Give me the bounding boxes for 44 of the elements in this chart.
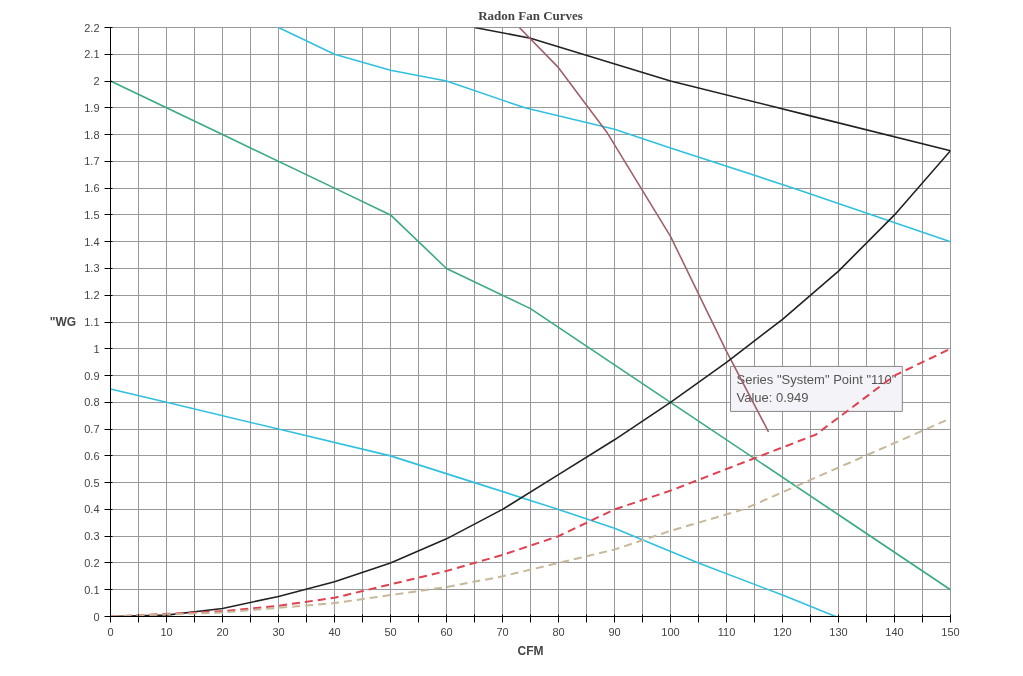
y-tick-label: 0.7	[84, 423, 100, 436]
y-tick-label: 0.5	[84, 476, 100, 489]
y-tick-label: 2.2	[84, 21, 100, 34]
x-axis-title: CFM	[517, 643, 544, 658]
y-axis-title: "WG	[49, 315, 77, 329]
x-tick-label: 150	[941, 625, 960, 638]
y-tick-label: 1.6	[84, 182, 100, 195]
y-tick-label: 0.9	[84, 369, 100, 382]
x-tick-label: 30	[272, 625, 285, 638]
y-tick-label: 1.1	[84, 316, 100, 328]
y-tick-label: 2	[93, 75, 100, 88]
y-tick-label: 1.3	[84, 262, 100, 275]
y-tick-label: 1.4	[84, 235, 100, 248]
y-tick-label: 1.8	[84, 128, 100, 141]
x-tick-label: 80	[552, 625, 565, 638]
x-tick-label: 110	[717, 625, 736, 638]
y-tick-label: 0.4	[84, 503, 100, 516]
y-tick-label: 0	[93, 610, 100, 623]
x-tick-label: 20	[216, 625, 229, 638]
y-tick-label: 1.2	[84, 289, 100, 302]
x-tick-label: 130	[829, 625, 848, 638]
line-series	[110, 388, 837, 617]
y-tick-label: 0.2	[84, 556, 100, 569]
x-tick-label: 100	[661, 625, 680, 638]
y-tick-label: 1	[93, 342, 100, 355]
x-tick-label: 0	[107, 625, 114, 638]
y-tick-label: 2.1	[84, 48, 100, 61]
x-tick-label: 140	[885, 625, 904, 638]
y-tick-label: 0.3	[84, 530, 100, 543]
x-tick-label: 60	[440, 625, 453, 638]
y-tick-label: 1.7	[84, 155, 100, 168]
y-tick-label: 1.5	[84, 208, 100, 221]
y-tick-label: 0.1	[84, 583, 100, 596]
x-tick-label: 90	[608, 625, 621, 638]
x-tick-label: 120	[773, 625, 792, 638]
chart-title: Radon Fan Curves	[478, 7, 583, 23]
y-tick-label: 0.8	[84, 396, 100, 409]
x-tick-label: 70	[496, 625, 509, 638]
x-tick-label: 50	[384, 625, 397, 638]
y-tick-label: 0.6	[84, 449, 100, 462]
x-tick-label: 10	[160, 625, 173, 638]
x-tick-label: 40	[328, 625, 341, 638]
line-series	[110, 80, 951, 591]
y-tick-label: 1.9	[84, 101, 100, 114]
